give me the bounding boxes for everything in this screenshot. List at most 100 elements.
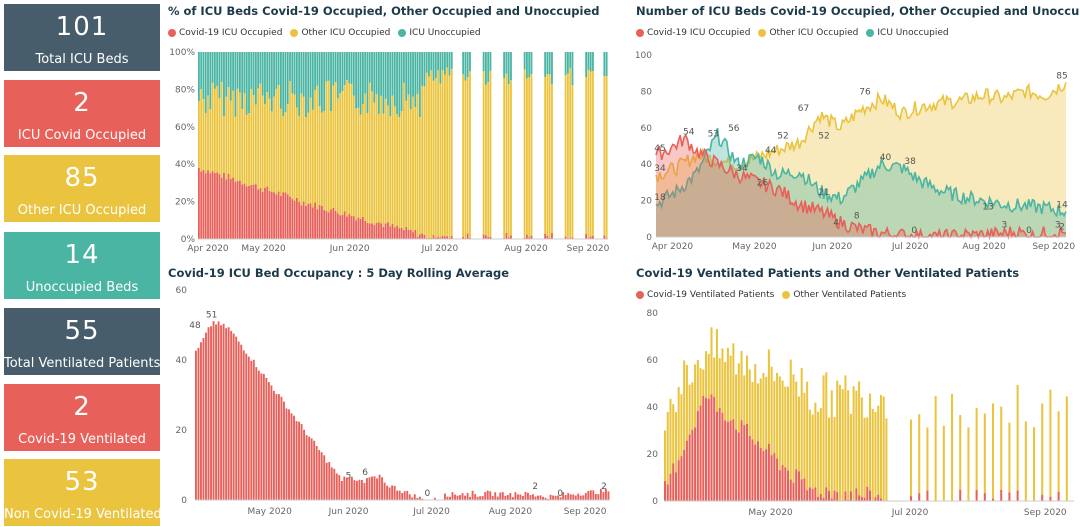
data-label: 44 bbox=[765, 146, 777, 156]
bar-other bbox=[439, 83, 442, 238]
bar-covid-ventilated bbox=[792, 482, 795, 501]
bar-other bbox=[311, 109, 314, 208]
legend-item-other-vent[interactable]: Other Ventilated Patients bbox=[782, 290, 906, 300]
bar-other bbox=[223, 116, 225, 173]
legend-label: Covid-19 ICU Occupied bbox=[179, 28, 283, 38]
bar-unoccupied bbox=[437, 52, 439, 71]
legend-pct-icu: Covid-19 ICU Occupied Other ICU Occupied… bbox=[168, 28, 481, 38]
x-tick-label: Sep 2020 bbox=[1032, 242, 1075, 252]
bar-rolling-avg bbox=[486, 490, 489, 500]
bar-rolling-avg bbox=[599, 488, 602, 500]
legend-item-unoccupied[interactable]: ICU Unoccupied bbox=[398, 28, 481, 38]
bar-other-ventilated bbox=[836, 380, 839, 493]
bar-other-ventilated bbox=[746, 355, 749, 424]
bar-covid-ventilated bbox=[677, 460, 680, 501]
y-tick-label: 60 bbox=[176, 286, 188, 296]
bar-other-ventilated bbox=[672, 404, 675, 464]
bar-covid bbox=[236, 180, 239, 239]
bar-other bbox=[261, 95, 264, 192]
bar-covid-ventilated bbox=[806, 490, 809, 501]
legend-item-covid[interactable]: Covid-19 ICU Occupied bbox=[636, 28, 750, 38]
bar-rolling-avg bbox=[569, 494, 572, 500]
data-label: 40 bbox=[880, 153, 892, 163]
bar-rolling-avg bbox=[449, 496, 451, 500]
bar-other-ventilated bbox=[819, 408, 822, 494]
bar-covid-ventilated bbox=[669, 473, 672, 501]
bar-rolling-avg bbox=[459, 495, 461, 500]
bar-covid bbox=[264, 187, 266, 239]
bar-rolling-avg bbox=[310, 438, 313, 500]
bar-rolling-avg bbox=[285, 408, 288, 500]
bar-covid-ventilated bbox=[811, 488, 814, 501]
kpi-value: 14 bbox=[64, 240, 100, 270]
bar-covid bbox=[393, 227, 396, 239]
chart-pct-icu[interactable]: 0% 20% 40% 60% 80% 100% Apr 2020 May 2020 Jun 20… bbox=[165, 45, 615, 255]
bar-rolling-avg bbox=[335, 473, 338, 500]
bar-other-ventilated bbox=[885, 418, 888, 501]
bar-rolling-avg bbox=[288, 409, 290, 500]
bar-other bbox=[252, 95, 255, 185]
legend-item-other[interactable]: Other ICU Occupied bbox=[758, 28, 858, 38]
bar-rolling-avg bbox=[222, 323, 225, 500]
bar-other bbox=[298, 115, 301, 202]
bar-unoccupied bbox=[507, 52, 510, 85]
bar-rolling-avg bbox=[557, 495, 560, 500]
bar-rolling-avg bbox=[479, 496, 482, 500]
bar-other-ventilated bbox=[814, 402, 817, 488]
bar-covid bbox=[241, 184, 244, 239]
legend-item-unoccupied[interactable]: ICU Unoccupied bbox=[866, 28, 949, 38]
bar-rolling-avg bbox=[469, 496, 472, 500]
bar-other-ventilated bbox=[748, 369, 751, 436]
bar-other bbox=[418, 117, 421, 235]
bar-rolling-avg bbox=[333, 468, 336, 500]
bar-other-ventilated bbox=[664, 430, 667, 482]
bar-other-ventilated bbox=[882, 396, 885, 501]
bar-other-ventilated bbox=[806, 381, 809, 491]
bar-covid bbox=[209, 173, 212, 239]
bar-unoccupied bbox=[389, 52, 392, 117]
bar-other-ventilated bbox=[803, 392, 806, 479]
bar-covid bbox=[375, 222, 378, 239]
bar-other-ventilated bbox=[735, 374, 738, 430]
line-unoccupied bbox=[655, 127, 1067, 218]
bar-rolling-avg bbox=[464, 495, 467, 500]
bar-other bbox=[403, 82, 405, 231]
kpi-icu-covid-occupied: 2 ICU Covid Occupied bbox=[4, 80, 160, 147]
bar-unoccupied bbox=[261, 52, 264, 96]
bar-rolling-avg bbox=[501, 492, 504, 500]
bar-unoccupied bbox=[523, 52, 526, 70]
data-label: 0 bbox=[557, 489, 563, 499]
bar-rolling-avg bbox=[358, 479, 361, 500]
bar-unoccupied bbox=[434, 52, 437, 79]
bar-other bbox=[275, 88, 278, 195]
bar-covid bbox=[318, 205, 321, 239]
bar-covid-ventilated bbox=[849, 491, 852, 501]
bar-covid bbox=[585, 233, 588, 239]
bar-other bbox=[423, 86, 426, 235]
legend-item-other[interactable]: Other ICU Occupied bbox=[290, 28, 390, 38]
bar-covid-ventilated bbox=[781, 465, 784, 501]
bar-other bbox=[526, 78, 528, 235]
bar-rolling-avg bbox=[506, 494, 509, 500]
bar-other-ventilated bbox=[721, 348, 724, 413]
bar-other-ventilated bbox=[830, 390, 833, 499]
bar-other-ventilated bbox=[743, 375, 746, 426]
legend-item-covid-vent[interactable]: Covid-19 Ventilated Patients bbox=[636, 290, 774, 300]
data-label: 3 bbox=[1055, 221, 1061, 231]
bar-other bbox=[211, 82, 214, 172]
bar-rolling-avg bbox=[270, 385, 273, 500]
legend-item-covid[interactable]: Covid-19 ICU Occupied bbox=[168, 28, 282, 38]
bar-other-ventilated bbox=[724, 362, 727, 421]
x-tick-label: Jul 2020 bbox=[891, 508, 929, 518]
bar-covid bbox=[305, 205, 307, 239]
legend-dot bbox=[636, 291, 644, 299]
bar-other-ventilated bbox=[732, 343, 735, 420]
bar-other bbox=[293, 94, 296, 201]
bar-other bbox=[446, 67, 449, 237]
bar-covid-ventilated bbox=[705, 398, 708, 501]
chart-ventilated[interactable]: 0 20 40 60 80 May 2020 Jul 2020 Sep 2020 bbox=[636, 305, 1076, 523]
bar-rolling-avg bbox=[499, 492, 502, 500]
bar-unoccupied bbox=[311, 52, 314, 110]
